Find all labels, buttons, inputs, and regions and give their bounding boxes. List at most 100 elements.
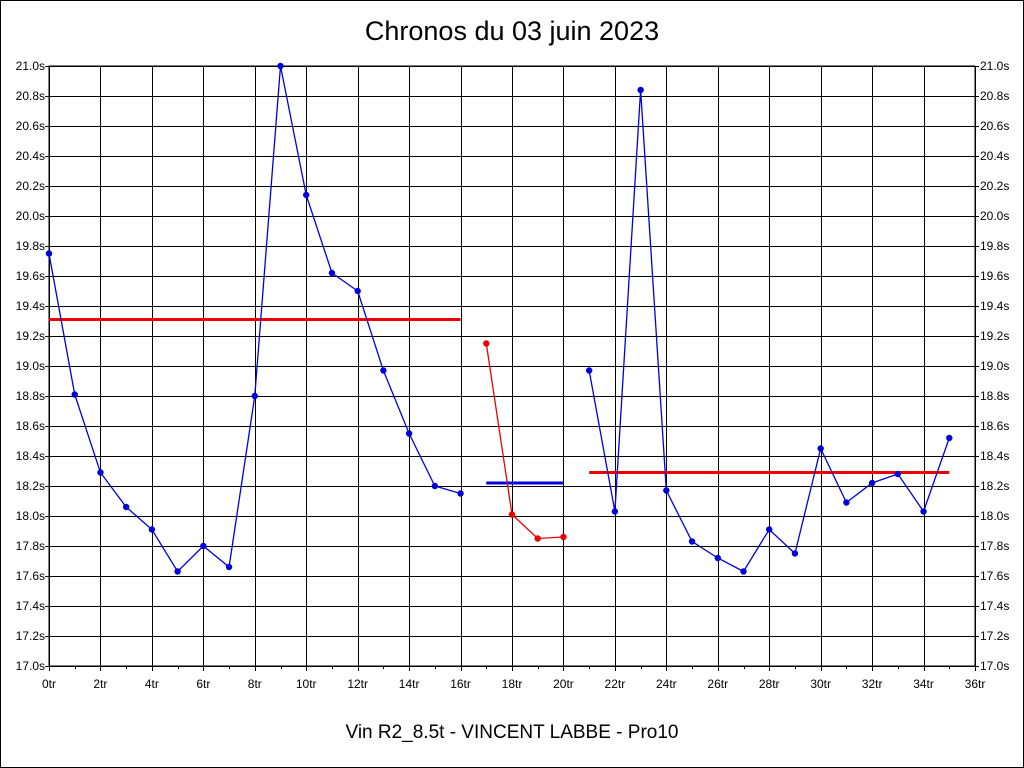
x-tick-label: 24tr (656, 677, 677, 691)
y-tick-label-left: 19.2s (16, 329, 45, 343)
data-point (457, 490, 464, 497)
data-point (585, 367, 593, 374)
y-tick-label-left: 20.6s (16, 119, 45, 133)
data-series (45, 62, 953, 575)
x-tick-label: 28tr (759, 677, 780, 691)
series-group (45, 62, 464, 575)
y-tick-label-left: 20.2s (16, 179, 45, 193)
average-lines (49, 318, 950, 485)
x-axis: 0tr 2tr 4tr 6tr 8tr 10tr 12tr 14tr 16tr 18tr 20tr 2… (42, 677, 985, 691)
data-point (894, 470, 902, 478)
data-point (740, 568, 747, 575)
y-tick-label-right: 17.2s (980, 629, 1009, 643)
data-point (637, 86, 644, 94)
y-tick-label-right: 17.0s (980, 659, 1009, 673)
x-tick-label: 4tr (145, 677, 159, 691)
y-axis-right: 17.0s 17.2s 17.4s 17.6s 17.8s 18.0s 18.2s 18.4s… (980, 59, 1009, 673)
y-tick-label-right: 19.8s (980, 239, 1009, 253)
series-group (585, 86, 953, 575)
data-point (766, 526, 773, 533)
y-tick-label-right: 18.6s (980, 419, 1009, 433)
data-point (431, 482, 439, 490)
data-point (534, 535, 541, 542)
x-tick-label: 16tr (450, 677, 471, 691)
y-tick-label-left: 18.4s (16, 449, 45, 463)
data-point (714, 554, 721, 562)
x-tick-label: 32tr (862, 677, 883, 691)
data-point (225, 563, 233, 571)
x-tick-label: 34tr (913, 677, 934, 691)
y-tick-label-left: 18.0s (16, 509, 45, 523)
data-point (868, 479, 876, 487)
x-tick-label: 22tr (605, 677, 626, 691)
data-point (405, 430, 413, 437)
x-tick-label: 10tr (296, 677, 317, 691)
y-tick-label-left: 19.4s (16, 299, 45, 313)
data-point (688, 538, 696, 545)
data-point (303, 191, 310, 199)
y-tick-label-right: 19.0s (980, 359, 1009, 373)
data-point (328, 269, 336, 277)
y-tick-label-right: 17.6s (980, 569, 1009, 583)
y-tick-label-right: 18.8s (980, 389, 1009, 403)
chart-subtitle: Vin R2_8.5t - VINCENT LABBE - Pro10 (345, 722, 679, 743)
y-tick-label-left: 17.6s (16, 569, 45, 583)
series-line (485, 343, 564, 540)
y-tick-label-left: 20.0s (16, 209, 45, 223)
series-group (483, 340, 567, 542)
data-point (45, 250, 53, 257)
y-tick-label-left: 21.0s (16, 59, 45, 73)
data-point (200, 542, 207, 550)
data-point (508, 511, 516, 518)
x-tick-label: 18tr (502, 677, 523, 691)
x-tick-label: 26tr (707, 677, 728, 691)
y-tick-label-right: 21.0s (980, 59, 1009, 73)
data-point (354, 287, 361, 295)
data-point (277, 62, 284, 70)
y-tick-label-left: 17.2s (16, 629, 45, 643)
y-tick-label-left: 20.4s (16, 149, 45, 163)
y-tick-label-left: 19.0s (16, 359, 45, 373)
data-point (560, 533, 567, 541)
y-tick-label-left: 18.6s (16, 419, 45, 433)
x-tick-label: 36tr (965, 677, 986, 691)
y-tick-label-left: 18.2s (16, 479, 45, 493)
data-point (791, 550, 799, 557)
y-tick-label-left: 20.8s (16, 89, 45, 103)
data-point (122, 503, 130, 511)
y-tick-label-left: 19.8s (16, 239, 45, 253)
data-point (174, 568, 181, 575)
y-tick-label-right: 17.8s (980, 539, 1009, 553)
y-tick-label-right: 19.6s (980, 269, 1009, 283)
grid-lines (45, 65, 979, 671)
y-tick-label-right: 18.2s (980, 479, 1009, 493)
y-tick-label-right: 18.4s (980, 449, 1009, 463)
y-tick-label-right: 19.4s (980, 299, 1009, 313)
x-tick-label: 2tr (93, 677, 107, 691)
x-tick-label: 12tr (347, 677, 368, 691)
y-tick-label-left: 19.6s (16, 269, 45, 283)
data-point (483, 340, 490, 347)
data-point (920, 508, 927, 515)
chart-title: Chronos du 03 juin 2023 (364, 16, 660, 46)
x-tick-label: 30tr (810, 677, 831, 691)
data-point (71, 391, 78, 398)
data-point (97, 469, 104, 476)
x-tick-label: 8tr (248, 677, 262, 691)
data-point (946, 434, 953, 442)
data-point (148, 526, 156, 533)
y-tick-label-right: 19.2s (980, 329, 1009, 343)
y-tick-label-left: 17.4s (16, 599, 45, 613)
y-tick-label-left: 18.8s (16, 389, 45, 403)
y-tick-label-left: 17.8s (16, 539, 45, 553)
y-tick-label-right: 20.4s (980, 149, 1009, 163)
y-tick-label-right: 20.6s (980, 119, 1009, 133)
y-axis-left: 17.0s 17.2s 17.4s 17.6s 17.8s 18.0s 18.2s 18.4s… (16, 59, 45, 673)
x-tick-label: 6tr (196, 677, 210, 691)
data-point (611, 508, 619, 515)
data-point (380, 367, 387, 374)
y-tick-label-right: 20.0s (980, 209, 1009, 223)
data-point (843, 499, 850, 506)
data-point (817, 445, 824, 452)
